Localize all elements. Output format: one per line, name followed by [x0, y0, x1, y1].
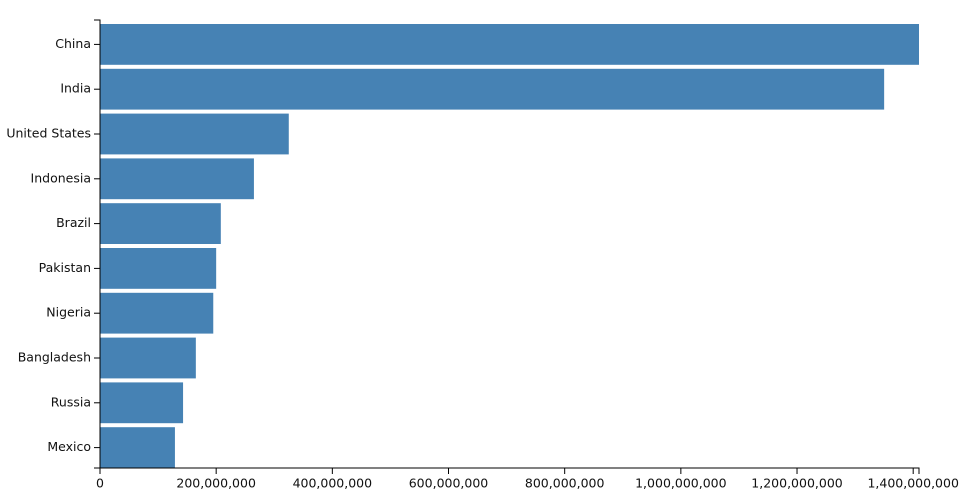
- x-tick-label: 400,000,000: [293, 476, 373, 491]
- bar: [100, 382, 184, 424]
- bar: [100, 113, 289, 155]
- x-axis: [99, 467, 920, 474]
- bar: [100, 427, 175, 468]
- x-tick-label: 1,000,000,000: [635, 476, 726, 491]
- y-tick-label: Mexico: [47, 439, 91, 454]
- y-tick-label: Pakistan: [39, 260, 91, 275]
- y-tick-label: Nigeria: [46, 305, 91, 320]
- x-tick-label: 1,400,000,000: [867, 476, 958, 491]
- bar: [100, 68, 885, 110]
- y-tick-label: China: [55, 36, 91, 51]
- bar: [100, 203, 221, 244]
- y-tick-label: Bangladesh: [18, 350, 91, 365]
- y-tick-label: Indonesia: [31, 170, 91, 185]
- y-tick-label: India: [60, 81, 91, 96]
- x-tick-label: 1,200,000,000: [751, 476, 842, 491]
- bar: [100, 248, 217, 289]
- x-tick-label: 800,000,000: [525, 476, 605, 491]
- y-axis: [94, 19, 101, 469]
- y-tick-label: Russia: [51, 394, 91, 409]
- x-tick-label: 600,000,000: [409, 476, 489, 491]
- bar: [100, 337, 196, 379]
- y-tick-label: United States: [6, 126, 91, 141]
- x-tick-label: 200,000,000: [176, 476, 256, 491]
- y-tick-label: Brazil: [56, 215, 91, 230]
- x-tick-label: 0: [96, 476, 104, 491]
- bar: [100, 158, 254, 200]
- bar: [100, 24, 919, 65]
- bar: [100, 292, 214, 334]
